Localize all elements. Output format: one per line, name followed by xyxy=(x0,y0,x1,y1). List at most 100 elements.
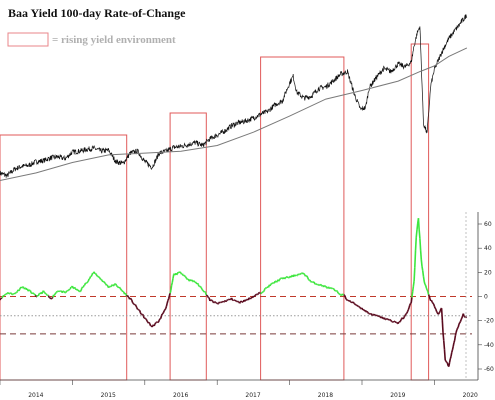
roc-segment xyxy=(436,312,439,315)
roc-segment xyxy=(296,273,299,276)
roc-segment xyxy=(422,276,426,282)
y-tick-label: 40 xyxy=(484,245,492,252)
roc-segment xyxy=(204,292,208,296)
roc-segment xyxy=(260,292,262,295)
roc-segment xyxy=(446,362,449,367)
roc-segment xyxy=(445,360,448,363)
roc-segment xyxy=(348,299,352,303)
roc-segment xyxy=(284,276,287,279)
roc-segment xyxy=(415,229,418,238)
roc-segment xyxy=(403,315,406,318)
roc-segment xyxy=(332,287,335,290)
roc-segment xyxy=(159,315,163,319)
roc-segment xyxy=(424,285,428,289)
roc-segment xyxy=(400,318,403,321)
roc-segment xyxy=(421,270,425,277)
roc-segment xyxy=(91,272,94,276)
y-tick-label: 0 xyxy=(484,294,488,301)
roc-segment xyxy=(424,283,427,286)
roc-panel xyxy=(0,218,468,368)
roc-segment xyxy=(137,308,140,311)
roc-segment xyxy=(27,289,30,292)
axes: 2014 2015 2016 2017 2018 2019 2020 60 40 20 0 -20 -4… xyxy=(0,212,494,399)
roc-segment xyxy=(402,317,405,320)
roc-segment xyxy=(315,283,318,286)
x-tick-label: 2017 xyxy=(245,392,260,399)
roc-segment xyxy=(81,286,84,289)
roc-segment xyxy=(83,282,87,286)
price-panel xyxy=(0,14,468,181)
roc-segment xyxy=(414,237,418,251)
roc-segment xyxy=(336,290,339,294)
roc-segment xyxy=(418,229,421,239)
reference-lines xyxy=(0,296,472,335)
roc-segment xyxy=(337,292,340,295)
roc-segment xyxy=(141,313,145,316)
roc-segment xyxy=(151,325,154,328)
roc-segment xyxy=(13,292,16,295)
roc-segment xyxy=(77,289,80,292)
roc-segment xyxy=(333,288,336,291)
roc-segment xyxy=(254,293,257,296)
roc-segment xyxy=(120,288,123,291)
roc-segment xyxy=(367,311,370,314)
roc-segment xyxy=(197,284,200,287)
roc-segment xyxy=(306,277,310,280)
roc-segment xyxy=(409,303,412,306)
roc-segment xyxy=(319,283,323,287)
roc-segment xyxy=(170,285,173,291)
roc-segment xyxy=(172,274,175,279)
roc-segment xyxy=(18,287,21,291)
roc-segment xyxy=(138,310,142,314)
roc-segment xyxy=(58,290,60,293)
roc-segment xyxy=(411,286,415,292)
roc-segment xyxy=(381,316,384,319)
roc-segment xyxy=(34,293,37,296)
x-tick-label: 2020 xyxy=(463,392,478,399)
roc-segment xyxy=(403,314,407,317)
roc-segment xyxy=(139,312,142,315)
roc-segment xyxy=(157,321,160,324)
roc-segment xyxy=(121,289,123,292)
roc-segment xyxy=(100,279,103,281)
roc-segment xyxy=(359,306,362,309)
roc-segment xyxy=(443,349,447,361)
roc-segment xyxy=(252,295,255,298)
roc-segment xyxy=(249,297,252,300)
roc-segment xyxy=(24,287,26,290)
roc-segment xyxy=(257,292,260,294)
roc-segment xyxy=(265,287,267,289)
roc-segment xyxy=(409,302,412,305)
y-tick-label: 60 xyxy=(484,221,492,228)
roc-segment xyxy=(416,223,419,231)
roc-segment xyxy=(225,300,228,303)
roc-segment xyxy=(307,278,310,281)
roc-segment xyxy=(133,303,136,306)
roc-segment xyxy=(439,308,442,312)
roc-segment xyxy=(82,285,85,288)
roc-segment xyxy=(164,308,167,311)
roc-segment xyxy=(63,290,65,293)
roc-segment xyxy=(228,298,231,301)
roc-segment xyxy=(303,273,306,276)
roc-segment xyxy=(410,297,413,303)
roc-segment xyxy=(263,288,266,291)
roc-segment xyxy=(119,287,122,290)
roc-segment xyxy=(68,288,71,291)
roc-segment xyxy=(444,359,447,362)
roc-segment xyxy=(390,319,393,323)
roc-segment xyxy=(157,319,161,323)
roc-segment xyxy=(404,313,407,316)
roc-segment xyxy=(55,290,58,293)
roc-segment xyxy=(89,276,92,279)
roc-segment xyxy=(432,303,436,307)
roc-segment xyxy=(345,298,348,301)
roc-segment xyxy=(22,286,25,289)
roc-segment xyxy=(221,300,224,303)
roc-segment xyxy=(73,286,76,289)
roc-segment xyxy=(49,297,52,300)
roc-segment xyxy=(200,287,203,290)
roc-segment xyxy=(193,280,196,283)
roc-segment xyxy=(183,275,186,278)
roc-segment xyxy=(65,290,68,293)
